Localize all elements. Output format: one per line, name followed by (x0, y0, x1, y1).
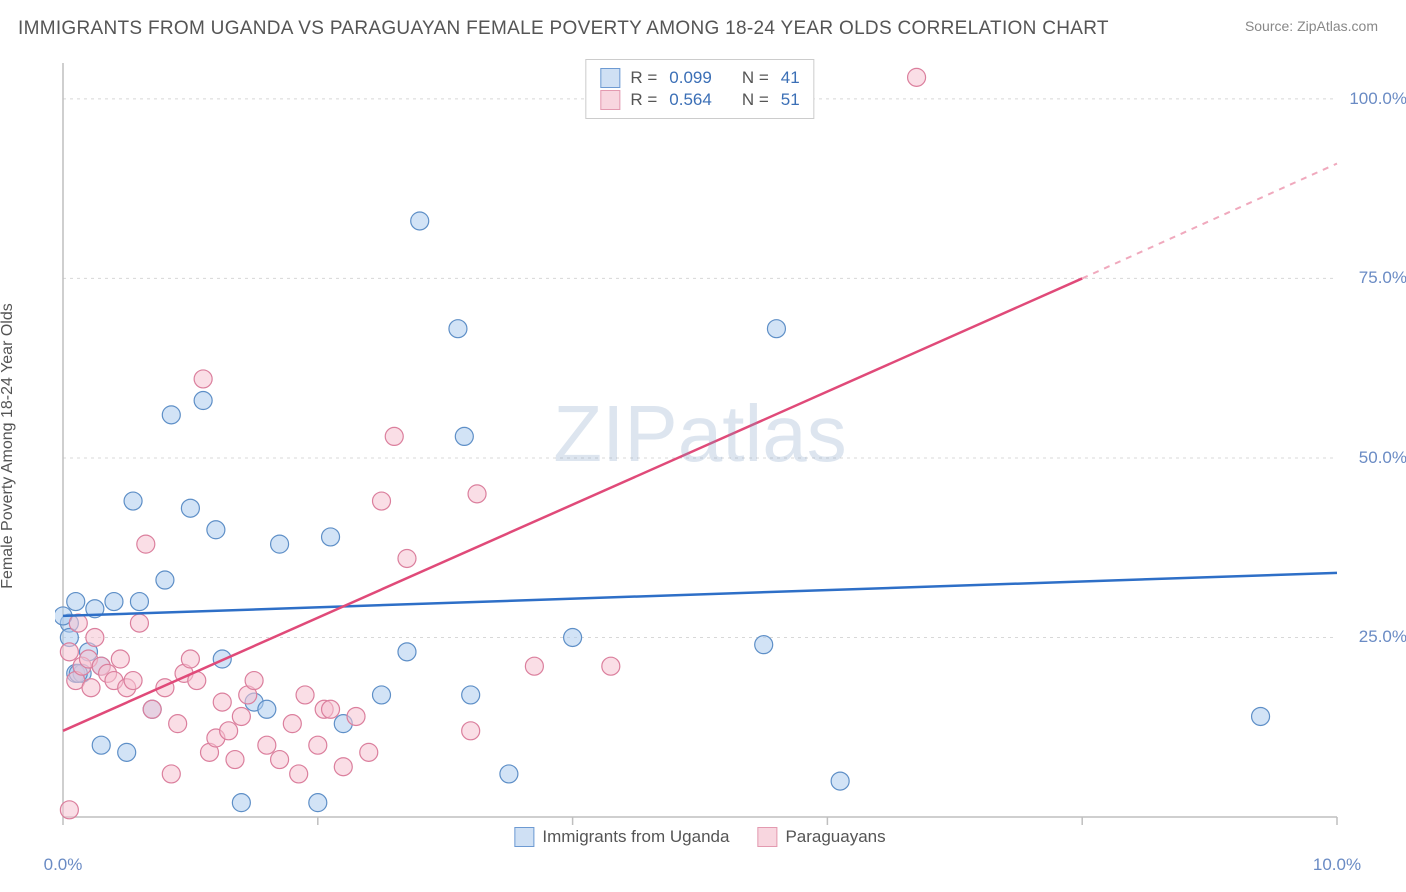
data-point (290, 765, 308, 783)
legend-swatch (600, 68, 620, 88)
r-value: 0.564 (669, 90, 712, 110)
data-point (124, 672, 142, 690)
data-point (360, 743, 378, 761)
data-point (213, 693, 231, 711)
data-point (86, 628, 104, 646)
n-value: 51 (781, 90, 800, 110)
y-tick-label: 25.0% (1359, 627, 1406, 647)
data-point (385, 427, 403, 445)
chart-container: ZIPatlas R = 0.099 N = 41 R = 0.564 N = … (55, 55, 1345, 845)
source-name: ZipAtlas.com (1297, 18, 1378, 34)
r-value: 0.099 (669, 68, 712, 88)
data-point (468, 485, 486, 503)
y-tick-label: 100.0% (1349, 89, 1406, 109)
data-point (462, 722, 480, 740)
data-point (283, 715, 301, 733)
data-point (258, 736, 276, 754)
data-point (334, 758, 352, 776)
data-point (500, 765, 518, 783)
data-point (309, 794, 327, 812)
source-attribution: Source: ZipAtlas.com (1245, 18, 1378, 34)
data-point (67, 593, 85, 611)
data-point (137, 535, 155, 553)
legend-swatch (757, 827, 777, 847)
data-point (755, 636, 773, 654)
legend-series: Immigrants from Uganda Paraguayans (514, 827, 885, 847)
data-point (181, 650, 199, 668)
data-point (169, 715, 187, 733)
data-point (60, 801, 78, 819)
legend-series-label: Immigrants from Uganda (542, 827, 729, 847)
y-tick-label: 75.0% (1359, 268, 1406, 288)
data-point (105, 593, 123, 611)
x-tick-label: 0.0% (44, 855, 83, 875)
source-prefix: Source: (1245, 18, 1297, 34)
data-point (398, 549, 416, 567)
data-point (232, 794, 250, 812)
legend-series-item: Immigrants from Uganda (514, 827, 729, 847)
data-point (130, 593, 148, 611)
data-point (767, 320, 785, 338)
legend-correlation-row: R = 0.564 N = 51 (600, 90, 799, 110)
data-point (111, 650, 129, 668)
data-point (1252, 707, 1270, 725)
data-point (373, 492, 391, 510)
data-point (525, 657, 543, 675)
data-point (60, 643, 78, 661)
data-point (130, 614, 148, 632)
n-label: N = (742, 68, 769, 88)
data-point (220, 722, 238, 740)
data-point (118, 743, 136, 761)
data-point (602, 657, 620, 675)
data-point (309, 736, 327, 754)
data-point (162, 406, 180, 424)
legend-swatch (600, 90, 620, 110)
data-point (232, 707, 250, 725)
legend-correlation-row: R = 0.099 N = 41 (600, 68, 799, 88)
data-point (271, 535, 289, 553)
data-point (373, 686, 391, 704)
data-point (322, 700, 340, 718)
legend-correlation: R = 0.099 N = 41 R = 0.564 N = 51 (585, 59, 814, 119)
data-point (156, 571, 174, 589)
data-point (258, 700, 276, 718)
r-label: R = (630, 68, 657, 88)
data-point (82, 679, 100, 697)
data-point (411, 212, 429, 230)
data-point (143, 700, 161, 718)
n-value: 41 (781, 68, 800, 88)
data-point (124, 492, 142, 510)
data-point (162, 765, 180, 783)
data-point (908, 68, 926, 86)
data-point (449, 320, 467, 338)
legend-series-item: Paraguayans (757, 827, 885, 847)
data-point (194, 392, 212, 410)
data-point (455, 427, 473, 445)
data-point (207, 521, 225, 539)
header: IMMIGRANTS FROM UGANDA VS PARAGUAYAN FEM… (0, 0, 1406, 50)
data-point (462, 686, 480, 704)
data-point (194, 370, 212, 388)
legend-series-label: Paraguayans (785, 827, 885, 847)
data-point (226, 751, 244, 769)
x-tick-label: 10.0% (1313, 855, 1361, 875)
chart-title: IMMIGRANTS FROM UGANDA VS PARAGUAYAN FEM… (18, 18, 1109, 40)
data-point (831, 772, 849, 790)
data-point (564, 628, 582, 646)
scatter-plot (55, 55, 1345, 845)
legend-swatch (514, 827, 534, 847)
data-point (398, 643, 416, 661)
data-point (347, 707, 365, 725)
data-point (296, 686, 314, 704)
n-label: N = (742, 90, 769, 110)
data-point (245, 672, 263, 690)
data-point (92, 736, 110, 754)
data-point (181, 499, 199, 517)
data-point (322, 528, 340, 546)
y-tick-label: 50.0% (1359, 448, 1406, 468)
data-point (271, 751, 289, 769)
r-label: R = (630, 90, 657, 110)
